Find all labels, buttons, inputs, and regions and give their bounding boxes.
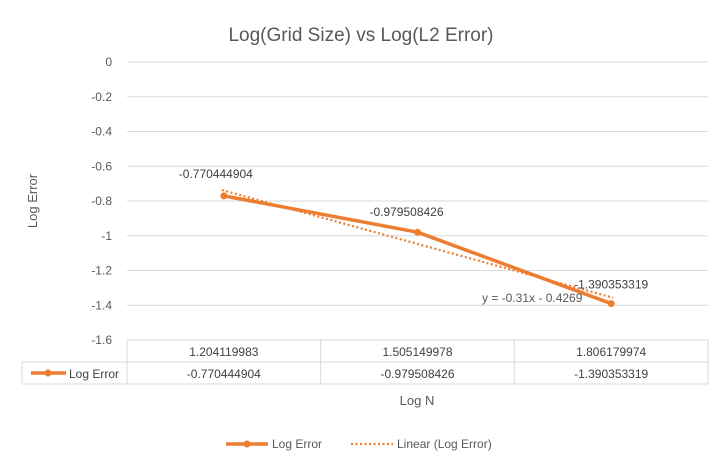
data-point (414, 228, 421, 236)
data-point (220, 192, 228, 200)
x-category-label: 1.806179974 (576, 345, 646, 359)
series-log-error (220, 192, 615, 308)
y-tick-label: -0.6 (91, 159, 112, 173)
x-axis-title: Log N (400, 393, 435, 408)
table-cell: -0.979508426 (380, 367, 454, 381)
table-cell: -1.390353319 (574, 367, 648, 381)
y-tick-label: -0.2 (91, 90, 112, 104)
x-category-label: 1.204119983 (189, 345, 259, 359)
y-tick-label: -0.4 (91, 125, 112, 139)
data-point (607, 300, 615, 308)
y-tick-label: -0.8 (91, 194, 112, 208)
data-label: -1.390353319 (574, 278, 648, 292)
legend-key-marker (243, 440, 251, 448)
trendline-equation: y = -0.31x - 0.4269 (482, 291, 583, 305)
y-tick-label: 0 (105, 55, 112, 69)
data-label: -0.770444904 (179, 167, 253, 181)
table-series-name: Log Error (69, 367, 119, 381)
legend: Log Error Linear (Log Error) (226, 437, 492, 451)
gridlines (127, 61, 708, 341)
x-category-label: 1.505149978 (382, 345, 452, 359)
legend-label-series: Log Error (272, 437, 322, 451)
y-tick-label: -1 (101, 229, 112, 243)
table-cell: -0.770444904 (187, 367, 261, 381)
y-tick-label: -1.2 (91, 264, 112, 278)
data-label: -0.979508426 (369, 205, 443, 219)
chart-title: Log(Grid Size) vs Log(L2 Error) (228, 25, 493, 46)
data-labels: -0.770444904 -0.979508426 -1.390353319 (179, 167, 649, 292)
data-table: 1.204119983 1.505149978 1.806179974 -0.7704… (21, 339, 709, 385)
y-tick-label: -1.6 (91, 333, 112, 347)
y-axis-title: Log Error (25, 173, 40, 228)
legend-label-trendline: Linear (Log Error) (397, 437, 492, 451)
table-legend-key-marker (44, 369, 52, 377)
y-tick-labels: 0 -0.2 -0.4 -0.6 -0.8 -1 -1.2 -1.4 -1.6 (91, 55, 112, 347)
y-tick-label: -1.4 (91, 298, 112, 312)
